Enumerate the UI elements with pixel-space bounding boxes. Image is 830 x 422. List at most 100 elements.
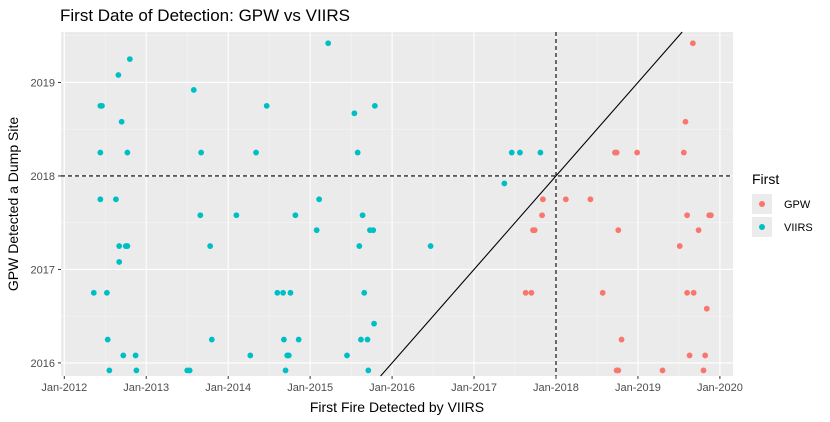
- x-tick-label: Jan-2015: [287, 382, 333, 394]
- point-viirs: [208, 336, 215, 343]
- point-viirs: [344, 352, 350, 359]
- point-gpw: [599, 289, 606, 296]
- point-viirs: [106, 367, 113, 374]
- point-viirs: [207, 243, 214, 249]
- point-viirs: [198, 149, 205, 156]
- x-tick-label: Jan-2016: [369, 382, 415, 394]
- y-tick-label: 2018: [31, 171, 55, 183]
- identity-line: [380, 31, 683, 377]
- point-gpw: [539, 196, 546, 203]
- point-viirs: [508, 149, 515, 156]
- point-viirs: [118, 118, 125, 125]
- point-gpw: [695, 227, 702, 234]
- point-gpw: [562, 196, 569, 203]
- point-viirs: [274, 289, 281, 296]
- minor-gridlines: [61, 32, 733, 376]
- y-axis-label: GPW Detected a Dump Site: [5, 117, 21, 292]
- point-viirs: [197, 212, 204, 219]
- plot-panel: [61, 32, 733, 376]
- legend-label-viirs: VIIRS: [784, 222, 813, 234]
- point-viirs: [361, 289, 368, 296]
- point-viirs: [325, 40, 332, 47]
- point-viirs: [103, 289, 110, 296]
- point-gpw: [676, 243, 683, 249]
- point-viirs: [124, 243, 131, 249]
- x-tick-label: Jan-2012: [41, 382, 87, 394]
- point-gpw: [539, 212, 545, 219]
- point-viirs: [501, 180, 508, 187]
- x-tick-label: Jan-2017: [451, 382, 497, 394]
- point-gpw: [700, 367, 707, 374]
- point-viirs: [113, 196, 119, 203]
- point-viirs: [133, 367, 140, 374]
- point-viirs: [359, 212, 366, 219]
- point-viirs: [281, 336, 287, 343]
- x-tick-label: Jan-2014: [205, 382, 251, 394]
- point-gpw: [707, 212, 714, 219]
- point-viirs: [263, 102, 270, 109]
- point-viirs: [358, 336, 364, 343]
- point-gpw: [702, 352, 709, 359]
- point-viirs: [104, 336, 111, 343]
- point-viirs: [537, 149, 544, 156]
- point-gpw: [682, 118, 689, 125]
- point-gpw: [680, 149, 687, 156]
- legend: First GPW VIIRS: [752, 171, 813, 237]
- x-tick-label: Jan-2013: [123, 382, 169, 394]
- legend-label-gpw: GPW: [784, 199, 811, 211]
- point-viirs: [354, 149, 361, 156]
- point-viirs: [132, 352, 139, 359]
- point-viirs: [233, 212, 240, 219]
- point-viirs: [517, 149, 523, 156]
- point-gpw: [684, 212, 691, 219]
- legend-marker-viirs: [759, 224, 765, 230]
- point-viirs: [364, 336, 371, 343]
- point-gpw: [531, 227, 538, 234]
- point-viirs: [313, 227, 320, 234]
- legend-title: First: [752, 171, 779, 187]
- point-viirs: [282, 367, 289, 374]
- x-tick-label: Jan-2018: [533, 382, 579, 394]
- point-viirs: [253, 149, 259, 156]
- point-viirs: [285, 352, 292, 359]
- reference-lines: [61, 31, 733, 377]
- y-tick-label: 2016: [31, 358, 55, 370]
- y-tick-label: 2017: [31, 264, 55, 276]
- legend-marker-gpw: [759, 201, 765, 207]
- point-viirs: [90, 289, 97, 296]
- point-viirs: [97, 196, 104, 203]
- point-gpw: [689, 40, 696, 47]
- point-viirs: [356, 243, 363, 249]
- x-axis-label: First Fire Detected by VIIRS: [310, 399, 484, 415]
- point-viirs: [247, 352, 254, 359]
- point-gpw: [613, 149, 620, 156]
- point-gpw: [615, 227, 622, 234]
- chart-title: First Date of Detection: GPW vs VIIRS: [60, 6, 350, 25]
- point-gpw: [615, 367, 622, 374]
- point-gpw: [634, 149, 641, 156]
- point-gpw: [703, 305, 710, 312]
- point-viirs: [371, 102, 378, 109]
- point-viirs: [124, 149, 131, 156]
- axes: Jan-2012 Jan-2013 Jan-2014 Jan-2015 Jan-2016…: [31, 77, 743, 394]
- point-gpw: [684, 289, 691, 296]
- point-gpw: [690, 289, 697, 296]
- point-viirs: [186, 367, 193, 374]
- point-viirs: [126, 56, 133, 63]
- point-viirs: [427, 243, 434, 249]
- point-viirs: [292, 212, 299, 219]
- point-viirs: [316, 196, 323, 203]
- point-viirs: [295, 336, 302, 343]
- point-viirs: [190, 87, 197, 93]
- x-tick-label: Jan-2019: [615, 382, 661, 394]
- point-viirs: [120, 352, 127, 359]
- point-viirs: [280, 289, 286, 296]
- data-points: [90, 40, 714, 374]
- point-viirs: [287, 289, 294, 296]
- point-gpw: [659, 367, 666, 374]
- point-gpw: [587, 196, 594, 203]
- point-gpw: [528, 289, 535, 296]
- y-tick-label: 2019: [31, 77, 55, 89]
- point-viirs: [97, 149, 104, 156]
